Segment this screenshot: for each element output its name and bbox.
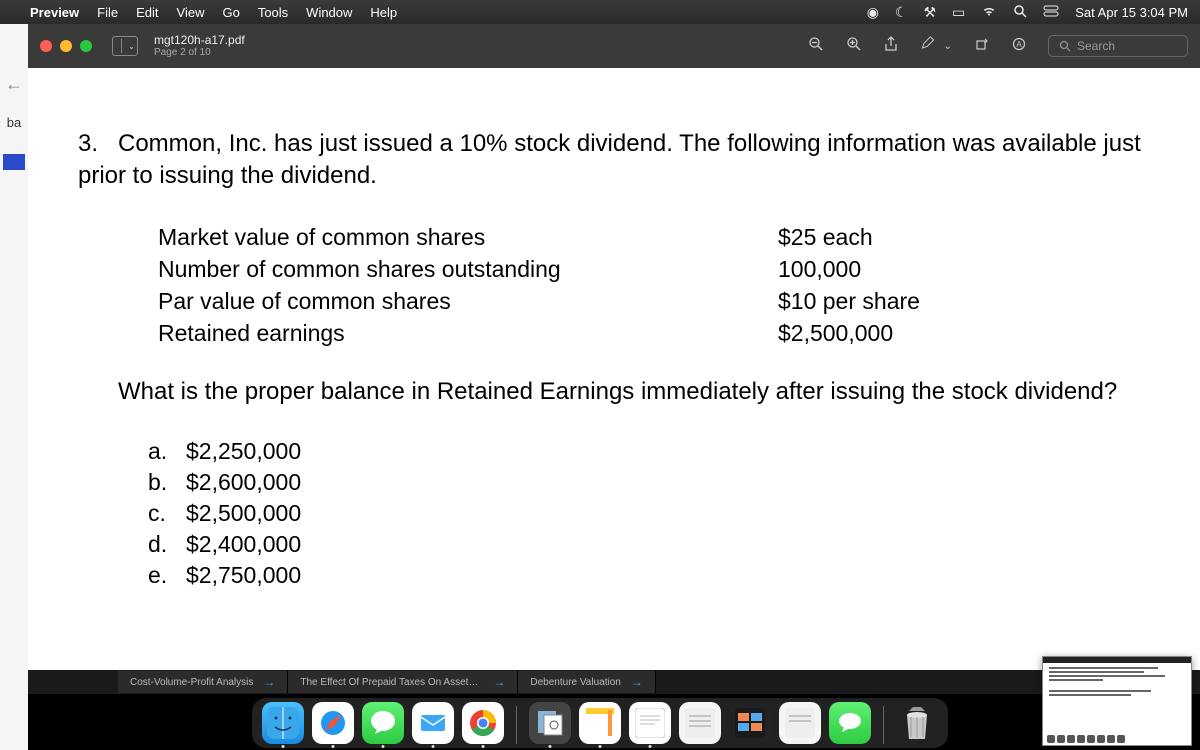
zoom-in-icon[interactable] bbox=[846, 36, 862, 56]
row-value: $2,500,000 bbox=[778, 317, 893, 349]
dock-app-icon[interactable] bbox=[779, 702, 821, 744]
file-name: mgt120h-a17.pdf bbox=[154, 33, 245, 47]
svg-text:A: A bbox=[1016, 40, 1022, 49]
tab-label: Cost-Volume-Profit Analysis bbox=[130, 677, 253, 688]
zoom-out-icon[interactable] bbox=[808, 36, 824, 56]
sidebar-toggle-button[interactable]: ⌄ bbox=[112, 36, 138, 56]
cutoff-text: ba bbox=[7, 115, 21, 130]
question-intro: 3.Common, Inc. has just issued a 10% sto… bbox=[78, 128, 1150, 193]
tab-arrow-icon: → bbox=[493, 675, 505, 689]
markup-icon[interactable] bbox=[920, 36, 936, 56]
highlight-icon[interactable]: A bbox=[1012, 37, 1026, 55]
menu-window[interactable]: Window bbox=[306, 5, 352, 20]
tab-label: The Effect Of Prepaid Taxes On Assets An… bbox=[300, 677, 483, 688]
zoom-button[interactable] bbox=[80, 40, 92, 52]
moon-icon[interactable]: ☾ bbox=[895, 4, 908, 21]
answer-choice: e.$2,750,000 bbox=[148, 560, 1150, 591]
minimize-button[interactable] bbox=[60, 40, 72, 52]
tab-item[interactable]: The Effect Of Prepaid Taxes On Assets An… bbox=[288, 671, 518, 693]
row-label: Par value of common shares bbox=[158, 285, 778, 317]
menu-help[interactable]: Help bbox=[370, 5, 397, 20]
tab-item[interactable]: Debenture Valuation → bbox=[518, 671, 655, 693]
answer-choice: a.$2,250,000 bbox=[148, 436, 1150, 467]
window-title: mgt120h-a17.pdf Page 2 of 10 bbox=[154, 33, 245, 59]
menu-view[interactable]: View bbox=[177, 5, 205, 20]
row-value: 100,000 bbox=[778, 253, 861, 285]
question-text: What is the proper balance in Retained E… bbox=[118, 376, 1150, 408]
bottom-tabs: Cost-Volume-Profit Analysis → The Effect… bbox=[28, 670, 1200, 694]
answer-choices: a.$2,250,000 b.$2,600,000 c.$2,500,000 d… bbox=[148, 436, 1150, 591]
row-value: $25 each bbox=[778, 221, 873, 253]
dock-finder-icon[interactable] bbox=[262, 702, 304, 744]
page-indicator: Page 2 of 10 bbox=[154, 47, 245, 59]
dock bbox=[252, 698, 948, 748]
dock-safari-icon[interactable] bbox=[312, 702, 354, 744]
spotlight-icon[interactable] bbox=[1013, 4, 1027, 21]
dock-trash-icon[interactable] bbox=[896, 702, 938, 744]
blue-highlight bbox=[3, 154, 25, 170]
search-field[interactable]: Search bbox=[1048, 35, 1188, 57]
battery-icon[interactable]: ▭ bbox=[952, 4, 965, 21]
traffic-lights bbox=[40, 40, 92, 52]
table-row: Number of common shares outstanding 100,… bbox=[158, 253, 1150, 285]
tab-arrow-icon: → bbox=[263, 675, 275, 689]
dock-imessage-icon[interactable] bbox=[829, 702, 871, 744]
background-window-edge: ← ba bbox=[0, 24, 28, 750]
dock-mail-icon[interactable] bbox=[412, 702, 454, 744]
tab-label: Debenture Valuation bbox=[530, 677, 620, 688]
titlebar: ⌄ mgt120h-a17.pdf Page 2 of 10 ⌄ A Searc… bbox=[28, 24, 1200, 68]
row-value: $10 per share bbox=[778, 285, 920, 317]
row-label: Retained earnings bbox=[158, 317, 778, 349]
back-arrow-icon[interactable]: ← bbox=[5, 74, 23, 95]
preview-window: ⌄ mgt120h-a17.pdf Page 2 of 10 ⌄ A Searc… bbox=[28, 24, 1200, 680]
row-label: Number of common shares outstanding bbox=[158, 253, 778, 285]
menubar: Preview File Edit View Go Tools Window H… bbox=[0, 0, 1200, 24]
screenshot-thumbnail[interactable] bbox=[1042, 656, 1192, 746]
answer-choice: d.$2,400,000 bbox=[148, 529, 1150, 560]
answer-choice: c.$2,500,000 bbox=[148, 498, 1150, 529]
dock-textedit-icon[interactable] bbox=[629, 702, 671, 744]
menu-go[interactable]: Go bbox=[222, 5, 239, 20]
dock-separator bbox=[883, 706, 884, 744]
menu-file[interactable]: File bbox=[97, 5, 118, 20]
table-row: Par value of common shares $10 per share bbox=[158, 285, 1150, 317]
answer-choice: b.$2,600,000 bbox=[148, 467, 1150, 498]
markup-chevron-icon[interactable]: ⌄ bbox=[944, 41, 952, 52]
dock-area bbox=[0, 694, 1200, 750]
grammarly-icon[interactable]: ◉ bbox=[867, 4, 879, 21]
wifi-icon[interactable] bbox=[981, 4, 997, 20]
share-icon[interactable] bbox=[884, 36, 898, 56]
dock-notes-icon[interactable] bbox=[579, 702, 621, 744]
hammer-icon[interactable]: ⚒ bbox=[923, 4, 936, 21]
dock-preview-icon[interactable] bbox=[529, 702, 571, 744]
document-content: 3.Common, Inc. has just issued a 10% sto… bbox=[28, 68, 1200, 680]
dock-separator bbox=[516, 706, 517, 744]
menu-tools[interactable]: Tools bbox=[258, 5, 288, 20]
data-table: Market value of common shares $25 each N… bbox=[158, 221, 1150, 350]
rotate-icon[interactable] bbox=[974, 36, 990, 56]
menu-app[interactable]: Preview bbox=[30, 5, 79, 20]
table-row: Retained earnings $2,500,000 bbox=[158, 317, 1150, 349]
tab-item[interactable]: Cost-Volume-Profit Analysis → bbox=[118, 671, 288, 693]
row-label: Market value of common shares bbox=[158, 221, 778, 253]
intro-text: Common, Inc. has just issued a 10% stock… bbox=[78, 130, 1141, 189]
table-row: Market value of common shares $25 each bbox=[158, 221, 1150, 253]
menubar-clock[interactable]: Sat Apr 15 3:04 PM bbox=[1075, 5, 1188, 20]
search-placeholder: Search bbox=[1077, 39, 1115, 53]
close-button[interactable] bbox=[40, 40, 52, 52]
dock-chrome-icon[interactable] bbox=[462, 702, 504, 744]
dock-messages-icon[interactable] bbox=[362, 702, 404, 744]
dock-app-icon[interactable] bbox=[679, 702, 721, 744]
question-number: 3. bbox=[78, 128, 118, 160]
dock-app-icon[interactable] bbox=[729, 702, 771, 744]
menu-edit[interactable]: Edit bbox=[136, 5, 158, 20]
control-center-icon[interactable] bbox=[1043, 4, 1059, 20]
tab-arrow-icon: → bbox=[631, 675, 643, 689]
